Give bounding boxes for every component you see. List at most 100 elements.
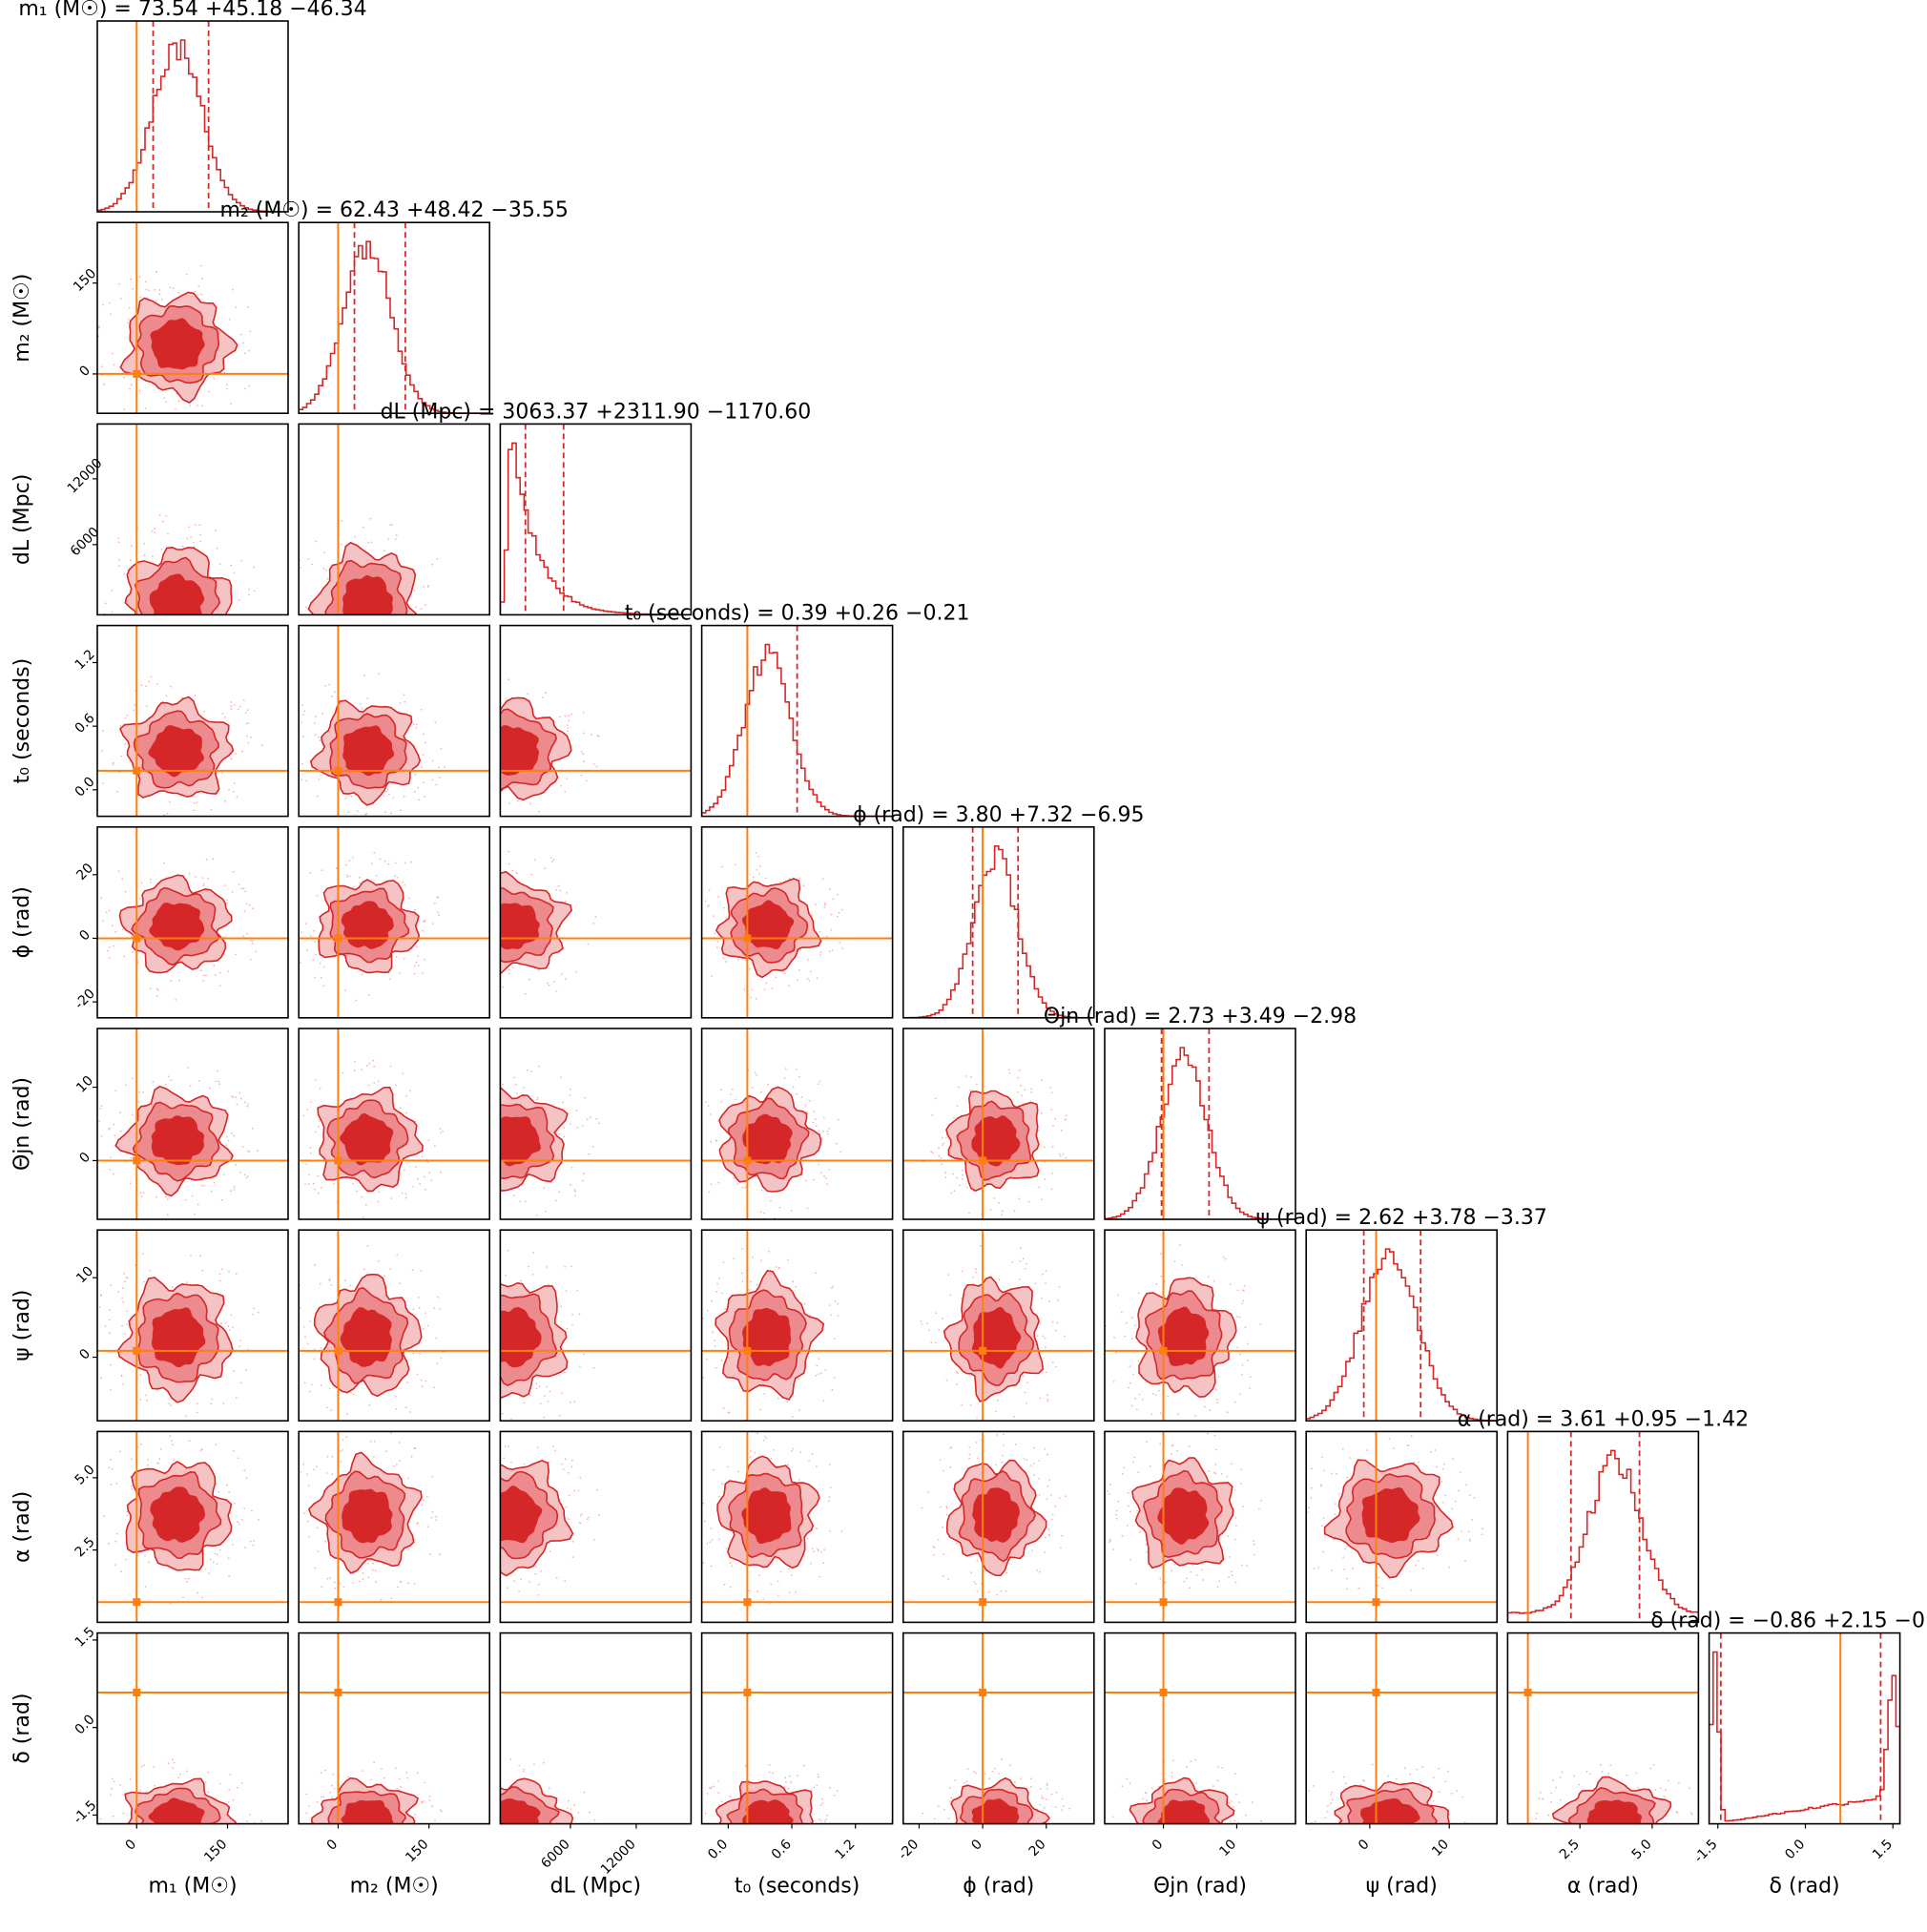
scatter-point [120, 298, 122, 300]
scatter-point [523, 1768, 525, 1771]
scatter-point [463, 1821, 465, 1823]
scatter-point [128, 319, 130, 321]
scatter-point [436, 557, 439, 560]
scatter-point [157, 1462, 159, 1465]
scatter-point [1038, 1570, 1041, 1573]
scatter-point [784, 1068, 787, 1070]
scatter-point [400, 809, 402, 812]
x-axis-label-t0: t₀ (seconds) [735, 1875, 860, 1899]
scatter-point [770, 1426, 772, 1428]
scatter-point [525, 1200, 527, 1203]
scatter-point [475, 1569, 477, 1571]
scatter-point [537, 1065, 540, 1068]
scatter-point [232, 1326, 234, 1328]
scatter-point [434, 1838, 436, 1839]
scatter-point [105, 911, 108, 914]
scatter-point [991, 1770, 994, 1773]
scatter-point [727, 1411, 730, 1414]
scatter-point [426, 1157, 428, 1159]
scatter-point [956, 1383, 958, 1385]
scatter-point [403, 796, 405, 798]
scatter-point [466, 883, 467, 885]
scatter-point [383, 1275, 385, 1278]
x-tick-label: 12000 [598, 1837, 639, 1878]
scatter-point [147, 1852, 149, 1854]
scatter-point [818, 1575, 821, 1578]
x-tick-label: 0.0 [1782, 1837, 1808, 1862]
scatter-point [706, 1309, 709, 1312]
scatter-point [455, 758, 457, 759]
histogram-dL [500, 424, 692, 615]
scatter-point [190, 687, 192, 689]
scatter-point [344, 1279, 346, 1281]
y-tick-label: 12000 [65, 456, 106, 497]
scatter-point [1001, 1758, 1004, 1761]
scatter-point [465, 1370, 466, 1372]
scatter-point [520, 1279, 522, 1282]
scatter-point [716, 1835, 718, 1837]
scatter-point [477, 1851, 479, 1853]
scatter-point [434, 721, 437, 723]
scatter-point [131, 545, 134, 548]
scatter-point [377, 1080, 380, 1083]
scatter-point [813, 1111, 816, 1112]
scatter-point [467, 1182, 469, 1184]
scatter-point [787, 1464, 790, 1466]
scatter-point [128, 306, 131, 309]
scatter-point [373, 1082, 376, 1084]
scatter-point [508, 862, 510, 865]
scatter-point [235, 953, 238, 956]
scatter-point [1029, 1785, 1032, 1788]
scatter-point [1346, 1476, 1349, 1479]
scatter-point [1120, 1311, 1123, 1314]
scatter-point [373, 1065, 375, 1068]
scatter-point [804, 1104, 807, 1107]
scatter-point [757, 855, 759, 858]
scatter-point [824, 903, 826, 904]
scatter-point [246, 1175, 249, 1177]
scatter-point [439, 1553, 441, 1556]
scatter-point [249, 958, 252, 961]
scatter-point [427, 1139, 430, 1141]
scatter-point [533, 859, 536, 862]
scatter-point [431, 923, 434, 924]
scatter-point [121, 1324, 123, 1327]
scatter-point [775, 1266, 777, 1268]
scatter-point [368, 1403, 371, 1406]
scatter-point [356, 1190, 359, 1193]
scatter-point [927, 1491, 929, 1493]
scatter-point [494, 695, 496, 696]
scatter-point [1230, 1820, 1232, 1822]
scatter-point [394, 1847, 396, 1849]
scatter-point [1129, 1365, 1131, 1367]
scatter-point [216, 677, 218, 679]
scatter-point [1159, 1578, 1162, 1580]
scatter-point [695, 1298, 697, 1300]
scatter-point [179, 1870, 181, 1872]
scatter-point [402, 881, 404, 883]
scatter-point [1540, 1792, 1542, 1794]
scatter-point [373, 1440, 376, 1443]
scatter-point [493, 987, 495, 989]
panel-frame [298, 825, 491, 1019]
scatter-point [109, 957, 111, 959]
scatter-point [1614, 1856, 1616, 1858]
scatter-point [399, 1423, 401, 1425]
scatter-point [418, 1306, 421, 1309]
scatter-point [417, 955, 420, 958]
title-dL: dL (Mpc) = 3063.37 +2311.90 −1170.60 [381, 400, 812, 424]
scatter-point [754, 1071, 756, 1074]
contour-level-3 [741, 1486, 792, 1545]
scatter-point [315, 716, 317, 718]
scatter-point [431, 945, 433, 946]
scatter-point [491, 1188, 493, 1190]
x-tick-label: 6000 [538, 1837, 573, 1872]
scatter-point [330, 1284, 333, 1286]
panel-frame [901, 1028, 1095, 1220]
scatter-point [1388, 1438, 1391, 1440]
scatter-point [518, 1764, 521, 1767]
scatter-point [110, 1794, 113, 1796]
scatter-point [370, 1778, 372, 1781]
scatter-point [928, 1837, 930, 1839]
scatter-point [566, 1327, 569, 1330]
